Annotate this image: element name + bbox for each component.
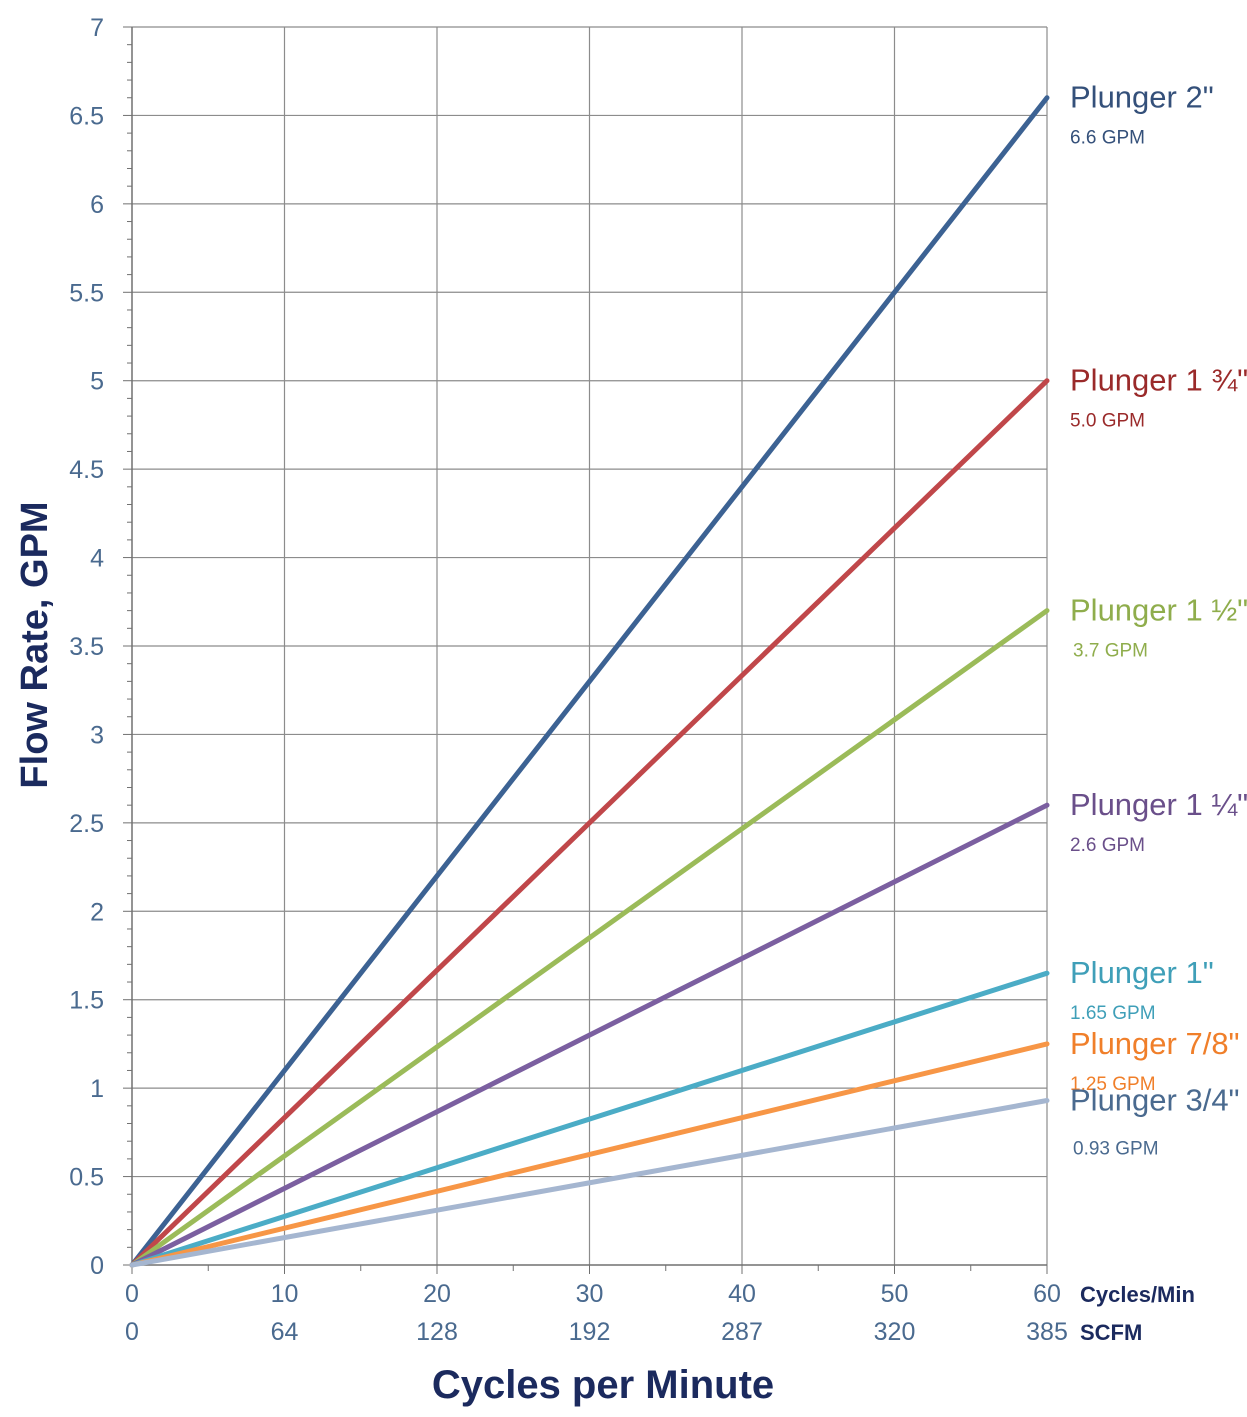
- x-secondary-tick-label: 320: [874, 1318, 916, 1346]
- y-tick-label: 5.5: [69, 279, 104, 307]
- series-value-label: 6.6 GPM: [1070, 128, 1145, 149]
- series-line: [129, 608, 1050, 1268]
- axes: [131, 27, 1047, 1266]
- x-tick-labels: 0 10 20 30 40 50 60: [125, 1280, 1061, 1308]
- x-secondary-tick-label: 128: [416, 1318, 458, 1346]
- y-tick-label: 1.5: [69, 987, 104, 1015]
- x-tick-label: 50: [881, 1280, 909, 1308]
- y-tick-label: 2.5: [69, 810, 104, 838]
- x-tick-label: 20: [423, 1280, 451, 1308]
- y-tick-label: 0: [90, 1252, 104, 1280]
- y-tick-label: 6.5: [69, 102, 104, 130]
- series-value-label: 0.93 GPM: [1073, 1139, 1159, 1160]
- y-tick-label: 3.5: [69, 633, 104, 661]
- y-tick-labels: 0 0.5 1 1.5 2 2.5 3 3.5 4 4.5 5 5.5 6 6.5 7: [69, 14, 104, 1280]
- x-secondary-tick-label: 385: [1026, 1318, 1068, 1346]
- y-tick-label: 7: [90, 14, 104, 42]
- series-line: [129, 378, 1050, 1268]
- series-name-label: Plunger 1 ¼": [1070, 787, 1247, 822]
- y-tick-label: 5: [90, 368, 104, 396]
- x-tick-label: 40: [728, 1280, 756, 1308]
- series-value-label: 1.65 GPM: [1070, 1003, 1156, 1024]
- y-tick-label: 2: [90, 898, 104, 926]
- series-lines: [129, 95, 1050, 1268]
- series-labels: Plunger 2" 6.6 GPM Plunger 1 ¾" 5.0 GPM Plun…: [1070, 80, 1247, 1160]
- series-line: [129, 970, 1050, 1268]
- x-secondary-tick-label: 192: [569, 1318, 611, 1346]
- series-name-label: Plunger 1": [1070, 955, 1214, 990]
- y-tick-label: 6: [90, 191, 104, 219]
- series-value-label: 3.7 GPM: [1073, 641, 1148, 662]
- series-line: [129, 1041, 1050, 1268]
- x-tick-label: 30: [576, 1280, 604, 1308]
- series-value-label: 2.6 GPM: [1070, 835, 1145, 856]
- series-name-label: Plunger 7/8": [1070, 1026, 1240, 1061]
- x-tick-label: 60: [1033, 1280, 1061, 1308]
- x-tick-label: 0: [125, 1280, 139, 1308]
- series-name-label: Plunger 1 ½": [1070, 593, 1247, 628]
- y-tick-label: 3: [90, 721, 104, 749]
- x-unit-primary-label: Cycles/Min: [1080, 1282, 1195, 1307]
- series-value-label: 5.0 GPM: [1070, 411, 1145, 432]
- series-name-label: Plunger 3/4": [1070, 1083, 1240, 1118]
- y-axis-title: Flow Rate, GPM: [14, 501, 56, 788]
- series-value-label: 1.25 GPM: [1070, 1074, 1156, 1095]
- y-tick-label: 1: [90, 1075, 104, 1103]
- x-secondary-tick-label: 287: [721, 1318, 763, 1346]
- x-secondary-tick-label: 0: [125, 1318, 139, 1346]
- y-tick-label: 4: [90, 545, 104, 573]
- series-line: [129, 95, 1050, 1268]
- x-tick-label: 10: [271, 1280, 299, 1308]
- series-name-label: Plunger 2": [1070, 80, 1214, 115]
- series-line: [129, 802, 1050, 1268]
- series-line: [129, 1098, 1050, 1268]
- minor-ticks: [123, 26, 1048, 1274]
- x-axis-title: Cycles per Minute: [432, 1363, 774, 1407]
- y-tick-label: 4.5: [69, 456, 104, 484]
- x-unit-secondary-label: SCFM: [1080, 1320, 1142, 1345]
- series-name-label: Plunger 1 ¾": [1070, 363, 1247, 398]
- x-secondary-tick-label: 64: [271, 1318, 299, 1346]
- y-tick-label: 0.5: [69, 1164, 104, 1192]
- x-secondary-tick-labels: 0 64 128 192 287 320 385: [125, 1318, 1068, 1346]
- grid-lines: [132, 26, 1048, 1265]
